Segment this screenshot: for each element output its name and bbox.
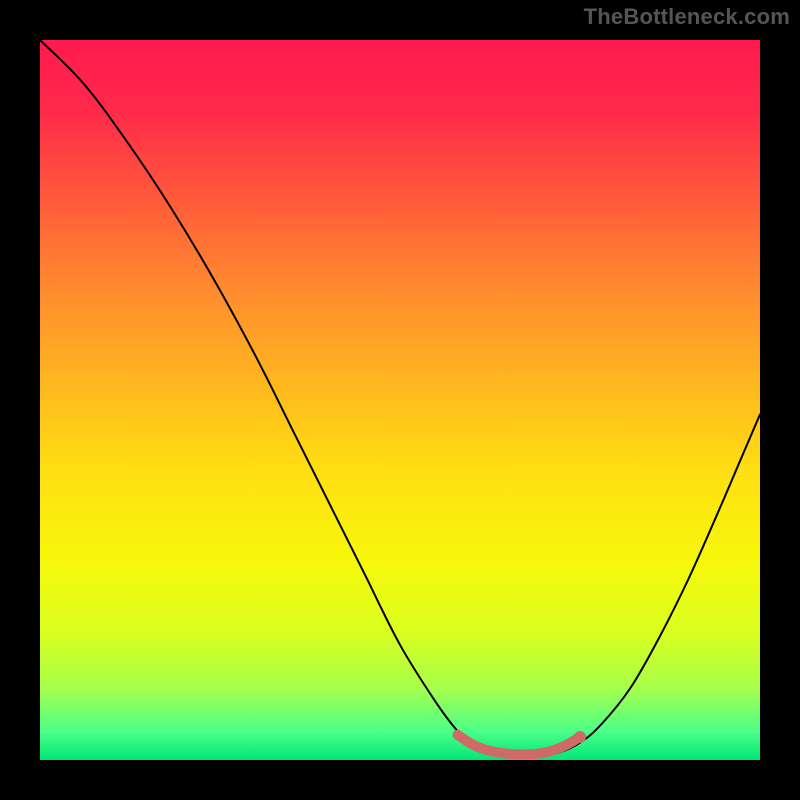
optimal-range-end-marker <box>574 731 586 743</box>
chart-stage: TheBottleneck.com <box>0 0 800 800</box>
optimal-range-start-marker <box>453 730 463 740</box>
bottleneck-chart <box>0 0 800 800</box>
watermark-text: TheBottleneck.com <box>584 4 790 30</box>
